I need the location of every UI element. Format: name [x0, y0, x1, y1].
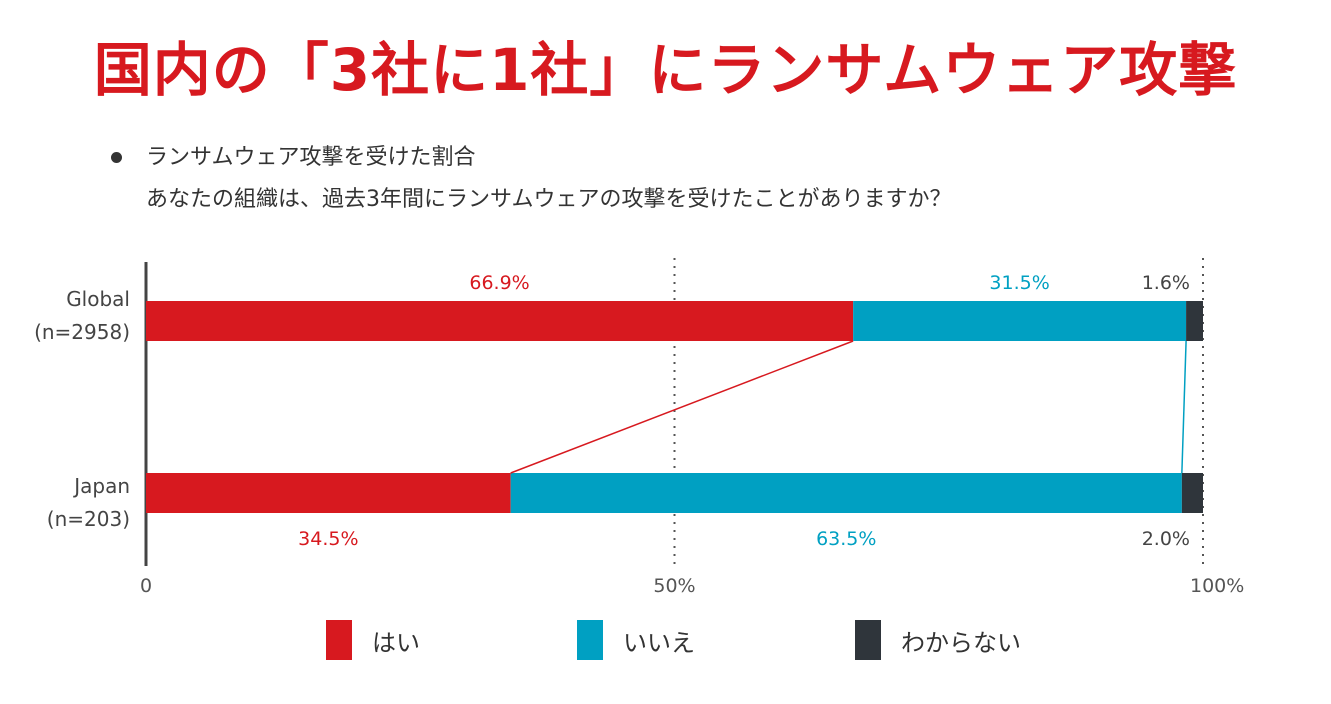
category-count-1: (n=203): [47, 507, 130, 531]
legend-item-1: いいえ: [577, 620, 695, 660]
page-headline: 国内の「3社に1社」にランサムウェア攻撃: [93, 36, 1238, 104]
legend-item-0: はい: [326, 620, 420, 660]
x-tick-label-100: 100%: [1190, 575, 1244, 597]
bar-segment-1-1: [510, 473, 1182, 513]
category-label-1: Japan: [72, 474, 130, 498]
category-count-0: (n=2958): [34, 320, 130, 344]
bar-segment-0-0: [146, 301, 854, 341]
data-label-0-1: 31.5%: [989, 272, 1049, 294]
legend-swatch-1: [577, 620, 603, 660]
connector-line-1: [1181, 340, 1187, 474]
bar-segment-1-2: [1181, 473, 1203, 513]
x-tick-label-0: 0: [140, 575, 152, 597]
data-label-1-2: 2.0%: [1142, 528, 1190, 550]
legend-item-2: わからない: [855, 620, 1021, 660]
data-label-0-2: 1.6%: [1142, 272, 1190, 294]
legend-label-1: いいえ: [623, 628, 695, 657]
legend-swatch-2: [855, 620, 881, 660]
legend-label-2: わからない: [901, 628, 1021, 657]
bar-segment-0-2: [1186, 301, 1203, 341]
chart-question: あなたの組織は、過去3年間にランサムウェアの攻撃を受けたことがありますか？: [146, 187, 952, 212]
connector-line-0: [510, 340, 854, 474]
x-tick-label-50: 50%: [653, 575, 695, 597]
chart-title: ランサムウェア攻撃を受けた割合: [146, 145, 476, 170]
legend-swatch-0: [326, 620, 352, 660]
bar-segment-0-1: [853, 301, 1187, 341]
bar-segment-1-0: [146, 473, 511, 513]
legend-label-0: はい: [372, 628, 420, 657]
category-label-0: Global: [66, 287, 130, 311]
data-label-1-1: 63.5%: [816, 528, 876, 550]
data-label-1-0: 34.5%: [298, 528, 358, 550]
bullet-icon: [111, 152, 122, 163]
data-label-0-0: 66.9%: [469, 272, 529, 294]
